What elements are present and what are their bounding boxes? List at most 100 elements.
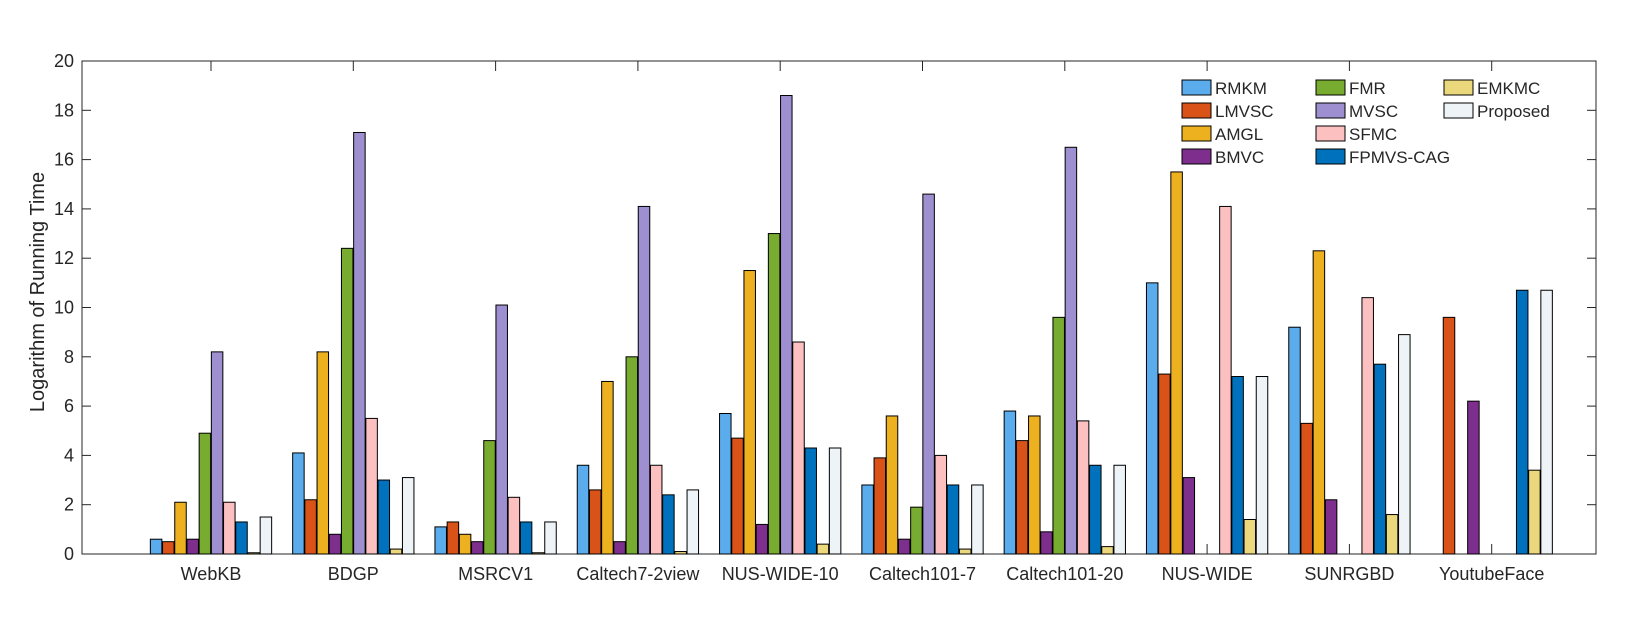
bar-lmvsc xyxy=(1015,440,1029,555)
legend-swatch xyxy=(1181,79,1212,96)
bar-rmkm xyxy=(292,452,305,555)
y-tick-label: 10 xyxy=(54,298,74,318)
legend-label: EMKMC xyxy=(1477,79,1540,98)
bar-proposed xyxy=(1540,289,1553,555)
bar-emkmc xyxy=(958,548,972,555)
bar-amgl xyxy=(458,533,472,555)
bar-rmkm xyxy=(576,464,590,555)
bar-proposed xyxy=(259,516,273,555)
bar-emkmc xyxy=(532,552,545,555)
bar-fpmvs-cag xyxy=(1515,289,1529,555)
bar-mvsc xyxy=(922,193,935,555)
bar-lmvsc xyxy=(162,541,175,555)
bar-mvsc xyxy=(210,351,224,555)
bar-amgl xyxy=(601,380,614,555)
y-tick-label: 4 xyxy=(64,445,74,465)
bar-bmvc xyxy=(1040,531,1053,555)
bar-fmr xyxy=(910,506,923,555)
bar-bmvc xyxy=(1324,499,1338,555)
bar-mvsc xyxy=(353,131,366,555)
x-tick-label: MSRCV1 xyxy=(458,564,533,584)
bar-emkmc xyxy=(247,552,260,555)
bar-rmkm xyxy=(1288,326,1301,555)
bar-bmvc xyxy=(1182,477,1196,555)
legend-swatch xyxy=(1443,79,1474,96)
bar-lmvsc xyxy=(873,457,887,555)
bar-amgl xyxy=(316,351,330,555)
legend-label: SFMC xyxy=(1349,125,1397,144)
bar-proposed xyxy=(971,484,984,555)
bar-emkmc xyxy=(389,548,403,555)
bar-bmvc xyxy=(186,538,199,555)
bar-fmr xyxy=(340,247,354,555)
bar-bmvc xyxy=(897,538,911,555)
bar-fmr xyxy=(483,440,496,555)
y-tick-label: 2 xyxy=(64,495,74,515)
bar-amgl xyxy=(885,415,899,555)
bar-proposed xyxy=(1398,334,1411,555)
bar-bmvc xyxy=(328,533,342,555)
bar-lmvsc xyxy=(1158,373,1171,555)
bar-proposed xyxy=(686,489,700,555)
bar-lmvsc xyxy=(304,499,317,555)
y-tick-label: 16 xyxy=(54,150,74,170)
bar-sfmc xyxy=(934,454,948,555)
bar-emkmc xyxy=(816,543,830,555)
bar-rmkm xyxy=(861,484,874,555)
bar-fmr xyxy=(767,233,781,555)
bar-mvsc xyxy=(495,304,508,555)
bar-bmvc xyxy=(1467,400,1480,555)
legend-label: FPMVS-CAG xyxy=(1349,148,1450,167)
x-tick-label: BDGP xyxy=(328,564,379,584)
bar-mvsc xyxy=(1064,146,1078,555)
bar-lmvsc xyxy=(588,489,602,555)
x-tick-label: Caltech101-7 xyxy=(869,564,976,584)
bar-fpmvs-cag xyxy=(1373,363,1387,555)
y-tick-label: 6 xyxy=(64,396,74,416)
y-tick-label: 12 xyxy=(54,248,74,268)
bar-amgl xyxy=(743,270,756,555)
x-tick-label: SUNRGBD xyxy=(1304,564,1394,584)
bar-rmkm xyxy=(1145,282,1159,555)
bar-sfmc xyxy=(507,496,521,555)
bar-bmvc xyxy=(613,541,626,555)
bar-fpmvs-cag xyxy=(519,521,533,555)
bar-sfmc xyxy=(1361,297,1374,555)
bar-sfmc xyxy=(1219,205,1232,555)
bar-rmkm xyxy=(149,538,163,555)
bar-lmvsc xyxy=(446,521,460,555)
legend-label: Proposed xyxy=(1477,102,1550,121)
bar-proposed xyxy=(1255,376,1269,555)
bar-fpmvs-cag xyxy=(377,479,391,555)
bar-bmvc xyxy=(471,541,484,555)
bar-fpmvs-cag xyxy=(1231,376,1244,555)
bar-amgl xyxy=(174,501,187,555)
bar-sfmc xyxy=(649,464,663,555)
bar-sfmc xyxy=(792,341,805,555)
legend-swatch xyxy=(1443,102,1474,119)
legend: RMKM LMVSC AMGL BMVC FMR MVSC SFMC FPMVS-CAG EMK… xyxy=(1181,79,1550,167)
bar-lmvsc xyxy=(1442,316,1456,555)
bar-fpmvs-cag xyxy=(804,447,817,555)
bar-rmkm xyxy=(1003,410,1017,555)
legend-swatch xyxy=(1181,102,1212,119)
bar-amgl xyxy=(1312,250,1326,555)
bar-emkmc xyxy=(1528,469,1541,555)
legend-label: FMR xyxy=(1349,79,1386,98)
legend-swatch xyxy=(1181,125,1212,142)
y-tick-label: 0 xyxy=(64,544,74,564)
bar-lmvsc xyxy=(1300,422,1313,555)
legend-swatch xyxy=(1315,148,1346,165)
bar-mvsc xyxy=(780,95,793,555)
bar-proposed xyxy=(544,521,557,555)
bar-fpmvs-cag xyxy=(946,484,960,555)
bar-bmvc xyxy=(755,523,769,555)
legend-swatch xyxy=(1315,79,1346,96)
y-tick-label: 18 xyxy=(54,100,74,120)
bar-sfmc xyxy=(1076,420,1090,555)
bar-proposed xyxy=(1113,464,1126,555)
legend-label: MVSC xyxy=(1349,102,1398,121)
x-tick-label: Caltech7-2view xyxy=(576,564,700,584)
legend-swatch xyxy=(1315,102,1346,119)
bar-fmr xyxy=(625,356,639,555)
